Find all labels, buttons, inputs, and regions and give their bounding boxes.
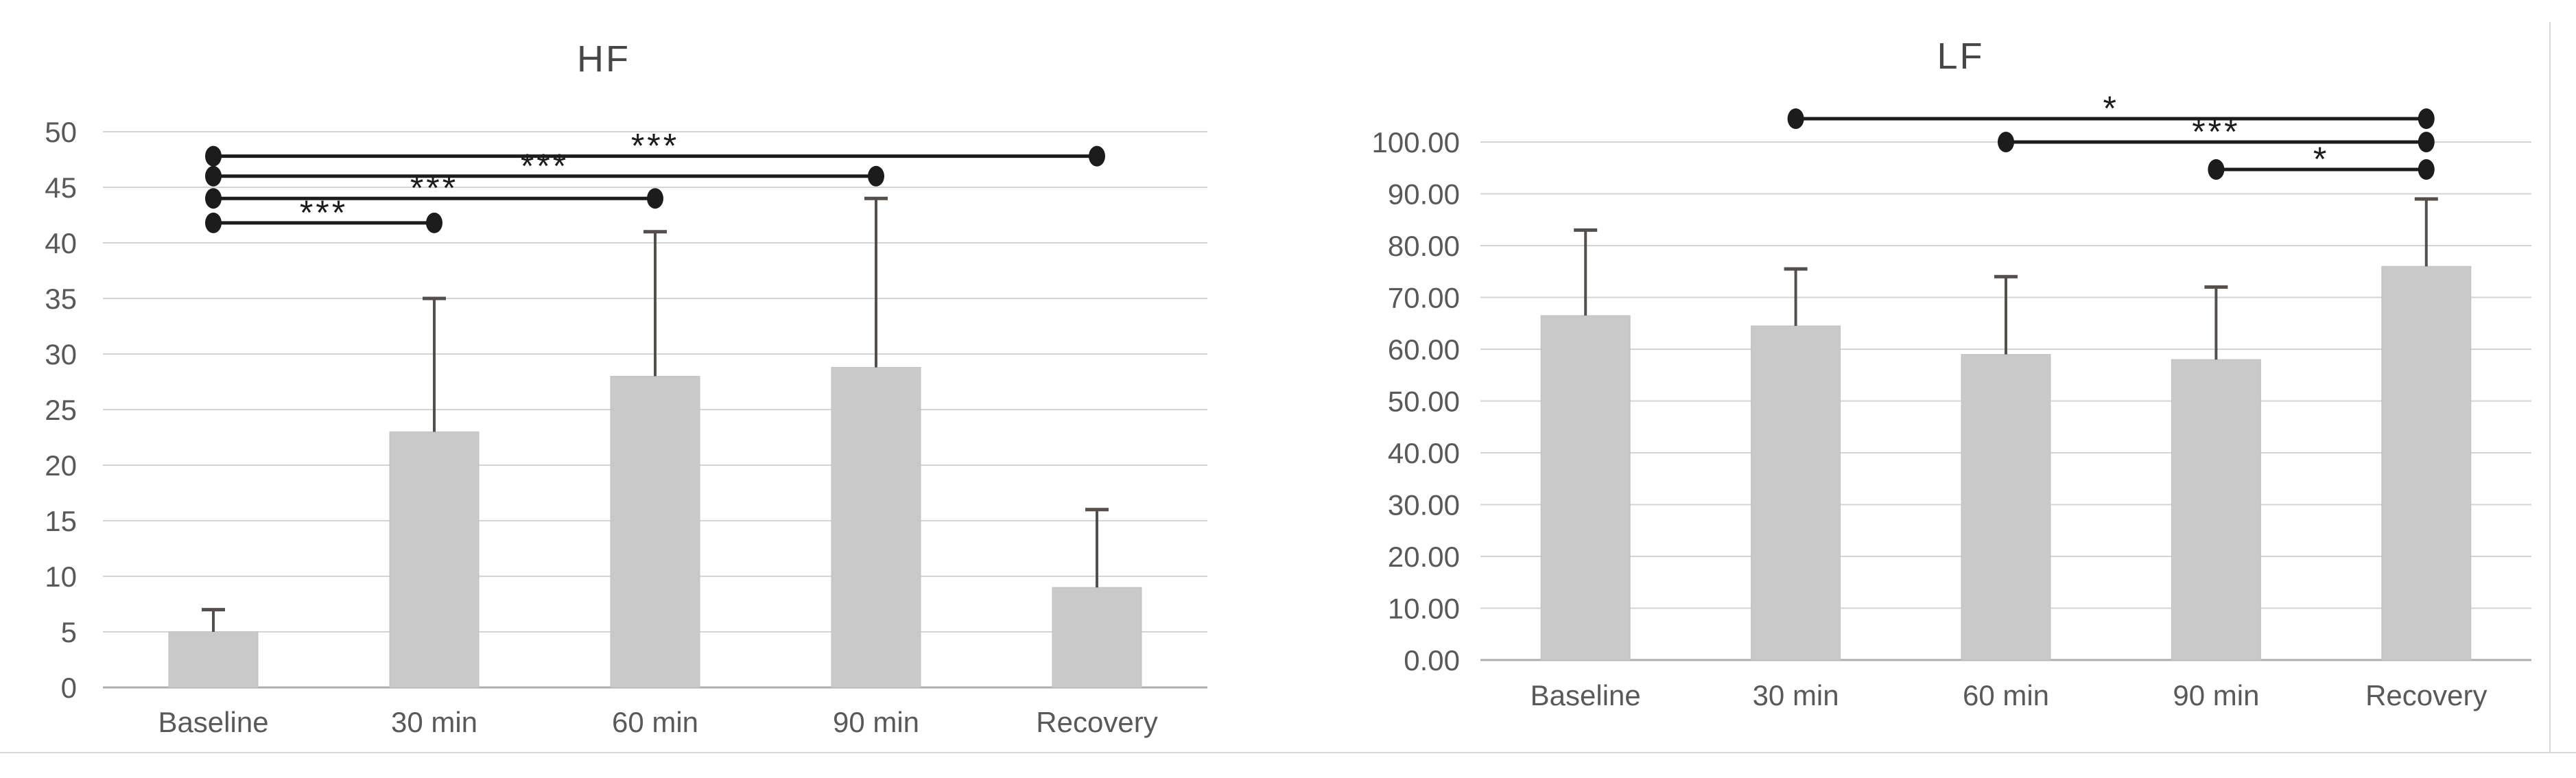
hf-bar (1052, 587, 1142, 688)
hf-bar (389, 431, 480, 688)
lf-title: LF (1937, 36, 1984, 77)
lf-sig-label: *** (2192, 113, 2240, 151)
lf-ytick-label: 10.00 (1388, 593, 1460, 625)
lf-ytick-label: 100.00 (1372, 126, 1460, 158)
hf-sig-dot (868, 165, 884, 187)
lf-sig-dot (2208, 159, 2225, 180)
lf-ytick-label: 40.00 (1388, 437, 1460, 469)
lf-bar (1540, 315, 1631, 661)
lf-bar (2171, 359, 2261, 661)
hf-category-label: Baseline (158, 706, 268, 738)
hf-sig-dot (205, 165, 222, 187)
hf-bar (831, 366, 921, 688)
hf-sig-dot (205, 145, 222, 167)
lf-sig-dot (2418, 108, 2435, 130)
hf-sig-label: *** (521, 147, 569, 185)
hf-bar (168, 631, 259, 688)
lf-chart: 0.00 10.00 20.00 30.00 40.00 50.00 60.00 70.00 8… (1372, 36, 2531, 711)
hf-sig-dot (205, 188, 222, 209)
lf-category-label: Baseline (1531, 679, 1641, 711)
hf-sig-dot (426, 212, 442, 233)
lf-ytick-label: 20.00 (1388, 541, 1460, 573)
lf-ytick-label: 50.00 (1388, 386, 1460, 418)
hf-category-label: 60 min (612, 706, 698, 738)
lf-bar (1961, 354, 2051, 661)
lf-sig-dot (1998, 132, 2014, 152)
hf-chart: 0 5 10 15 20 25 30 35 40 45 50 Baseline 30 min 60 min… (45, 38, 1207, 738)
lf-bar (2381, 266, 2472, 661)
hf-ytick-label: 15 (45, 505, 77, 537)
figure-bottom-border (0, 752, 2576, 753)
hf-sig-dot (205, 212, 222, 233)
hf-ytick-label: 50 (45, 116, 77, 148)
hf-category-label: Recovery (1036, 706, 1157, 738)
hf-ytick-label: 10 (45, 561, 77, 593)
lf-category-label: 90 min (2173, 679, 2259, 711)
lf-ytick-label: 80.00 (1388, 230, 1460, 262)
lf-category-label: Recovery (2365, 679, 2487, 711)
lf-sig-dot (1787, 108, 1804, 130)
lf-ytick-label: 60.00 (1388, 333, 1460, 366)
lf-sig-label: * (2313, 140, 2329, 178)
hf-sig-label: *** (631, 127, 679, 165)
hf-ytick-label: 20 (45, 449, 77, 482)
hf-bar (610, 375, 700, 688)
lf-ytick-label: 70.00 (1388, 282, 1460, 314)
lf-sig-dot (2418, 132, 2435, 152)
lf-ytick-label: 90.00 (1388, 178, 1460, 211)
hf-sig-dot (647, 188, 663, 209)
hf-ytick-label: 45 (45, 172, 77, 204)
hf-title: HF (577, 38, 630, 80)
hf-sig-dot (1089, 145, 1105, 167)
hf-ytick-label: 25 (45, 394, 77, 426)
lf-category-label: 30 min (1753, 679, 1839, 711)
hf-ytick-label: 5 (61, 616, 77, 648)
hf-ytick-label: 40 (45, 227, 77, 259)
lf-sig-dot (2418, 159, 2435, 180)
hf-category-label: 90 min (833, 706, 919, 738)
lf-ytick-label: 30.00 (1388, 489, 1460, 521)
hf-ytick-label: 30 (45, 338, 77, 370)
hf-category-label: 30 min (391, 706, 477, 738)
hf-sig-label: *** (410, 169, 458, 207)
lf-category-label: 60 min (1963, 679, 2049, 711)
hf-ytick-label: 0 (61, 672, 77, 704)
hf-ytick-label: 35 (45, 283, 77, 315)
lf-sig-label: * (2103, 89, 2118, 128)
lf-ytick-label: 0.00 (1404, 644, 1460, 676)
lf-bar (1751, 325, 1841, 661)
hf-sig-label: *** (300, 193, 348, 232)
figure-right-border (2549, 22, 2551, 753)
